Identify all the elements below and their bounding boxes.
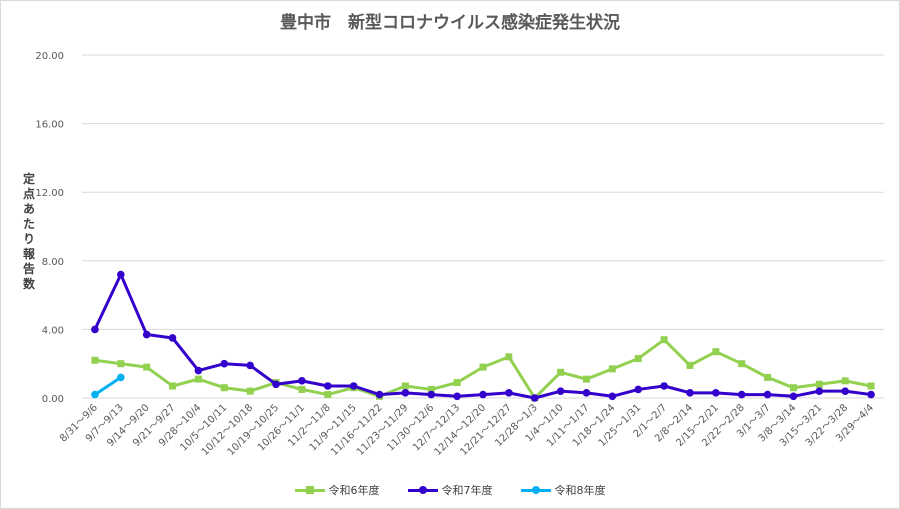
data-point xyxy=(815,387,824,395)
data-point xyxy=(169,382,177,390)
data-point xyxy=(686,361,694,369)
data-point xyxy=(117,373,125,382)
data-point xyxy=(479,363,487,371)
legend-label: 令和7年度 xyxy=(441,484,493,497)
data-point xyxy=(220,384,228,392)
data-point xyxy=(557,368,565,376)
data-point xyxy=(582,389,591,397)
y-tick-label: 8.00 xyxy=(42,257,64,268)
data-point xyxy=(479,390,487,399)
y-tick-label: 0.00 xyxy=(42,394,64,405)
data-point xyxy=(712,389,720,397)
data-point xyxy=(505,353,513,361)
data-point xyxy=(194,366,203,375)
data-point xyxy=(763,390,772,399)
data-point xyxy=(867,382,875,390)
data-point xyxy=(764,373,772,381)
data-point xyxy=(608,365,616,373)
data-point xyxy=(582,375,590,383)
data-point xyxy=(246,387,254,395)
data-point xyxy=(634,355,642,363)
data-point xyxy=(738,360,746,368)
data-point xyxy=(453,392,461,401)
data-point xyxy=(143,363,151,371)
data-point xyxy=(194,375,202,383)
legend-item: 令和6年度 xyxy=(294,482,380,498)
data-point xyxy=(220,359,229,368)
legend-label: 令和8年度 xyxy=(554,484,606,497)
data-point xyxy=(401,389,410,397)
data-point xyxy=(298,377,306,385)
data-point xyxy=(660,382,668,390)
legend-swatch xyxy=(294,485,325,495)
data-point xyxy=(91,390,99,399)
data-point xyxy=(375,390,384,399)
data-point xyxy=(660,336,668,344)
data-point xyxy=(634,385,643,394)
data-point xyxy=(91,325,99,334)
data-point xyxy=(324,391,332,399)
y-axis-label: 定点あたり報告数 xyxy=(22,172,35,291)
data-point xyxy=(867,390,875,399)
data-point xyxy=(427,385,435,393)
y-tick-label: 12.00 xyxy=(35,188,64,199)
data-point xyxy=(453,379,461,387)
data-point xyxy=(117,270,125,279)
series-line xyxy=(93,273,872,400)
legend-item: 令和7年度 xyxy=(407,482,493,498)
chart-title: 豊中市 新型コロナウイルス感染症発生状況 xyxy=(280,13,620,33)
data-point xyxy=(401,382,409,390)
data-point xyxy=(117,360,125,368)
data-point xyxy=(427,390,436,399)
y-tick-label: 16.00 xyxy=(35,120,64,131)
data-point xyxy=(530,394,539,402)
data-point xyxy=(349,382,358,390)
legend-swatch xyxy=(520,485,551,495)
data-point xyxy=(841,387,849,395)
data-point xyxy=(142,330,151,339)
data-point xyxy=(737,390,746,399)
y-tick-label: 20.00 xyxy=(35,51,64,62)
y-tick-label: 4.00 xyxy=(42,325,64,336)
data-point xyxy=(686,389,694,397)
data-point xyxy=(168,334,177,342)
data-point xyxy=(608,392,617,401)
legend-swatch xyxy=(407,485,438,495)
data-point xyxy=(272,380,280,389)
data-point xyxy=(91,356,99,364)
data-point xyxy=(505,389,513,397)
data-point xyxy=(789,392,798,401)
data-point xyxy=(815,380,823,388)
data-point xyxy=(298,385,306,393)
legend-item: 令和8年度 xyxy=(520,482,606,498)
data-point xyxy=(556,387,565,395)
data-point xyxy=(712,348,720,356)
data-point xyxy=(246,361,254,370)
chart-legend: 令和6年度 令和7年度 令和8年度 xyxy=(0,482,900,498)
data-point xyxy=(841,377,849,385)
legend-label: 令和6年度 xyxy=(328,484,380,497)
series-line xyxy=(94,376,122,396)
data-point xyxy=(789,384,797,392)
data-point xyxy=(323,382,332,390)
